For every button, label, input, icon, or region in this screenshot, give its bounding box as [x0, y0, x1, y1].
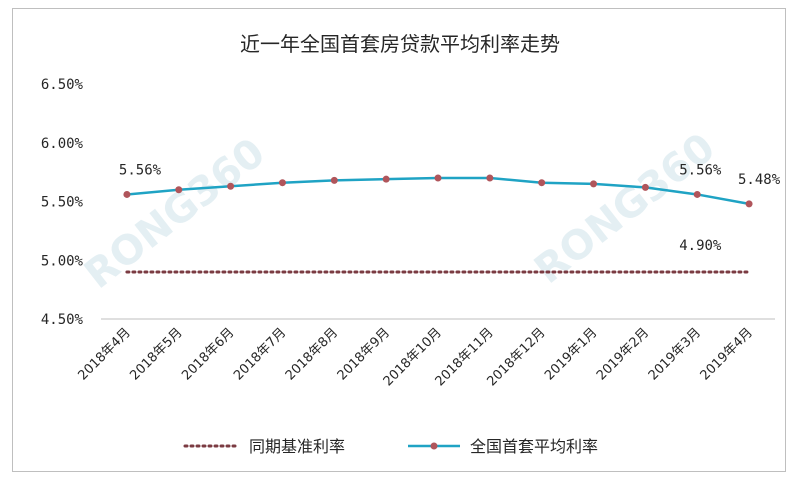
data-point [434, 174, 442, 182]
chart-title: 近一年全国首套房贷款平均利率走势 [240, 32, 560, 56]
data-point [175, 186, 183, 194]
data-label: 5.56% [119, 162, 162, 178]
x-tick-label: 2018年7月 [231, 325, 289, 383]
data-label: 4.90% [679, 238, 722, 254]
x-tick-label: 2018年4月 [76, 325, 134, 383]
y-tick-label: 6.00% [41, 136, 84, 152]
x-tick-label: 2019年1月 [542, 325, 600, 383]
data-point [693, 190, 701, 198]
data-point [382, 175, 390, 183]
data-label: 5.48% [738, 172, 781, 188]
x-tick-label: 2018年8月 [283, 325, 341, 383]
y-tick-label: 4.50% [41, 312, 84, 328]
chart-frame: 近一年全国首套房贷款平均利率走势 RONG360 RONG360 6.50% 6.0… [12, 8, 786, 472]
data-point [123, 190, 131, 198]
data-point [330, 176, 338, 184]
y-tick-label: 6.50% [41, 77, 84, 93]
y-tick-label: 5.00% [41, 253, 84, 269]
x-tick-label: 2019年3月 [646, 325, 704, 383]
x-tick-label: 2018年5月 [127, 325, 185, 383]
legend-label-baseline: 同期基准利率 [249, 437, 345, 456]
x-tick-label: 2018年6月 [179, 325, 237, 383]
legend-label-average: 全国首套平均利率 [470, 437, 598, 456]
data-point [641, 183, 649, 191]
data-point [227, 182, 235, 190]
line-chart: 近一年全国首套房贷款平均利率走势 RONG360 RONG360 6.50%6.0… [41, 32, 781, 456]
legend-marker-average [430, 442, 438, 450]
data-point [486, 174, 494, 182]
watermark-text: RONG360 [526, 125, 723, 293]
y-tick-label: 5.50% [41, 195, 84, 211]
data-point [278, 179, 286, 187]
data-label: 5.56% [679, 162, 722, 178]
x-tick-label: 2019年2月 [594, 325, 652, 383]
data-point [590, 180, 598, 188]
data-point [745, 200, 753, 208]
x-tick-label: 2019年4月 [698, 325, 756, 383]
data-point [538, 179, 546, 187]
